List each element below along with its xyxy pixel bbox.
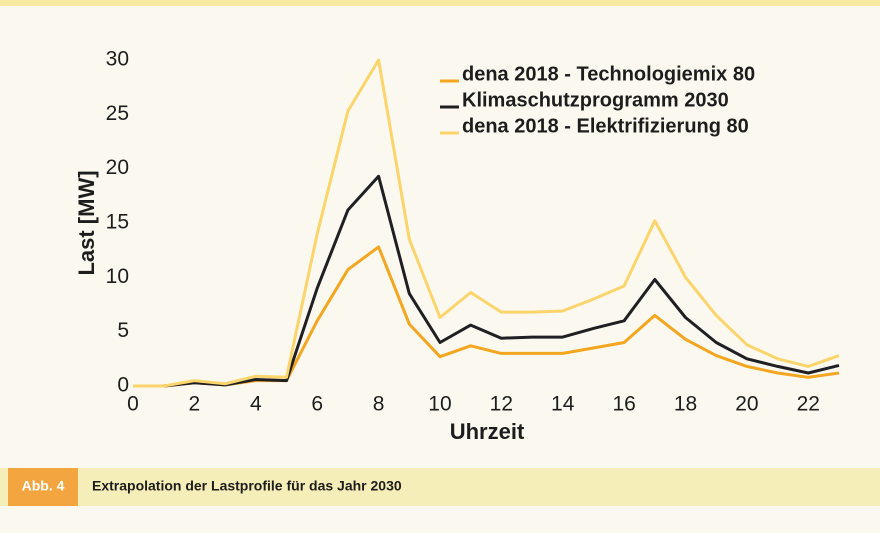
caption-label-box bbox=[8, 468, 78, 506]
series-line bbox=[133, 245, 840, 388]
x-tick-label: 0 bbox=[127, 393, 139, 416]
x-tick-label: 20 bbox=[735, 393, 758, 416]
legend-label: dena 2018 - Technologiemix 80 bbox=[462, 63, 755, 85]
caption-band bbox=[0, 468, 880, 506]
x-tick-label: 12 bbox=[490, 393, 513, 416]
x-tick-label: 8 bbox=[373, 393, 385, 416]
x-tick-label: 18 bbox=[674, 393, 697, 416]
x-axis-title: Uhrzeit bbox=[450, 419, 525, 444]
caption-text: Extrapolation der Lastprofile für das Ja… bbox=[92, 478, 402, 494]
y-tick-label: 20 bbox=[106, 156, 129, 179]
legend-label: dena 2018 - Elektrifizierung 80 bbox=[462, 115, 749, 137]
y-tick-label: 30 bbox=[106, 48, 129, 71]
y-tick-label: 10 bbox=[106, 265, 129, 288]
x-tick-label: 16 bbox=[612, 393, 635, 416]
series-line bbox=[133, 58, 840, 388]
x-tick-label: 22 bbox=[797, 393, 820, 416]
caption-label: Abb. 4 bbox=[22, 478, 65, 494]
y-tick-label: 25 bbox=[106, 102, 129, 125]
x-tick-label: 4 bbox=[250, 393, 262, 416]
y-axis-title: Last [MW] bbox=[74, 170, 99, 275]
y-tick-label: 15 bbox=[106, 211, 129, 234]
x-tick-label: 6 bbox=[311, 393, 323, 416]
series-line bbox=[133, 174, 840, 388]
legend-label: Klimaschutzprogramm 2030 bbox=[462, 89, 729, 111]
x-tick-label: 2 bbox=[189, 393, 201, 416]
x-tick-label: 14 bbox=[551, 393, 575, 416]
x-tick-label: 10 bbox=[428, 393, 451, 416]
y-tick-label: 0 bbox=[117, 374, 129, 397]
y-tick-label: 5 bbox=[117, 319, 129, 342]
top-band bbox=[0, 0, 880, 6]
